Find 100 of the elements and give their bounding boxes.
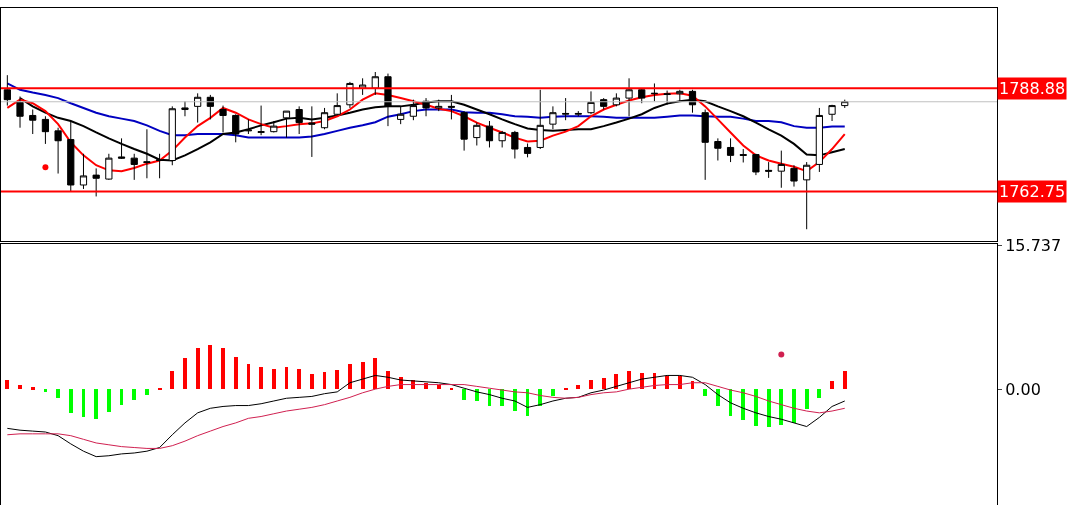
candlestick bbox=[92, 167, 100, 197]
bar bbox=[272, 369, 276, 390]
candlestick bbox=[219, 105, 227, 133]
bar bbox=[450, 388, 453, 391]
bar bbox=[183, 358, 187, 390]
bar bbox=[576, 385, 580, 390]
candlestick bbox=[206, 94, 214, 120]
bar bbox=[754, 389, 758, 427]
bar bbox=[551, 389, 555, 397]
bar bbox=[31, 387, 35, 391]
bar bbox=[56, 389, 60, 399]
bar bbox=[614, 374, 618, 390]
candlestick bbox=[765, 161, 773, 179]
bar bbox=[120, 389, 123, 406]
candlestick bbox=[105, 153, 113, 181]
candlestick bbox=[54, 127, 62, 175]
bar bbox=[323, 372, 326, 390]
candlestick bbox=[790, 164, 798, 188]
bar bbox=[5, 380, 9, 390]
candlestick bbox=[29, 109, 37, 135]
candlestick bbox=[739, 148, 747, 163]
bar bbox=[792, 389, 796, 424]
candlestick bbox=[752, 153, 760, 176]
bar bbox=[158, 388, 162, 391]
candlestick bbox=[498, 130, 506, 148]
bar bbox=[589, 380, 593, 390]
bar bbox=[18, 385, 22, 390]
candlestick bbox=[3, 74, 11, 107]
bar bbox=[82, 389, 85, 418]
candlestick bbox=[803, 161, 811, 230]
candlestick bbox=[130, 153, 138, 181]
bar bbox=[361, 362, 365, 390]
candlestick bbox=[587, 90, 595, 115]
candlestick bbox=[295, 105, 303, 135]
candlestick bbox=[41, 115, 50, 145]
bar bbox=[741, 389, 745, 421]
candlestick bbox=[181, 100, 189, 117]
candlestick bbox=[257, 105, 265, 136]
bar bbox=[208, 345, 212, 390]
bar bbox=[348, 364, 352, 390]
bar bbox=[234, 357, 238, 390]
bar bbox=[107, 389, 111, 413]
bar bbox=[805, 389, 809, 410]
bar bbox=[94, 389, 98, 420]
bar bbox=[488, 389, 491, 407]
bar bbox=[373, 358, 377, 390]
bar bbox=[310, 374, 314, 390]
bar bbox=[779, 389, 783, 426]
bar bbox=[830, 381, 834, 390]
bar bbox=[627, 371, 631, 390]
bar bbox=[602, 378, 606, 390]
candlestick bbox=[523, 143, 532, 158]
bar bbox=[564, 388, 568, 391]
candlestick bbox=[726, 137, 735, 163]
bar bbox=[665, 376, 669, 390]
candlestick bbox=[79, 153, 88, 190]
bar bbox=[285, 367, 288, 390]
candlestick bbox=[282, 110, 291, 139]
bar bbox=[462, 389, 466, 401]
line-series bbox=[6, 382, 846, 449]
y-tick-label: 0.00 bbox=[1005, 379, 1041, 399]
bar bbox=[145, 389, 149, 396]
candlestick bbox=[701, 109, 709, 181]
bar bbox=[843, 371, 847, 390]
candlestick bbox=[638, 87, 646, 104]
candlestick bbox=[574, 110, 582, 117]
bar bbox=[703, 389, 707, 397]
y-tick-label: 15.737 bbox=[1005, 236, 1062, 256]
candlestick bbox=[397, 105, 405, 125]
ref-line-label: 1762.75 bbox=[999, 182, 1066, 201]
candlestick bbox=[714, 137, 722, 161]
bar bbox=[678, 376, 682, 390]
candlestick bbox=[473, 122, 481, 146]
candlestick bbox=[270, 120, 278, 133]
candlestick bbox=[562, 97, 570, 121]
ref-line-label: 1788.88 bbox=[999, 79, 1066, 98]
candlestick bbox=[777, 150, 785, 189]
bar bbox=[716, 389, 720, 407]
bar bbox=[817, 389, 821, 399]
bar bbox=[44, 389, 47, 393]
candlestick bbox=[232, 113, 240, 143]
bar bbox=[297, 369, 301, 390]
candlestick bbox=[194, 92, 202, 124]
bar bbox=[247, 364, 250, 390]
line-series bbox=[6, 374, 846, 458]
bar bbox=[132, 389, 136, 401]
candlestick bbox=[485, 120, 494, 148]
bar bbox=[69, 389, 73, 414]
bar bbox=[335, 370, 339, 390]
candlestick bbox=[244, 118, 253, 135]
candlestick bbox=[460, 110, 468, 152]
bar bbox=[767, 389, 771, 428]
candlestick bbox=[511, 130, 519, 160]
bar bbox=[259, 367, 263, 390]
bar bbox=[170, 371, 174, 390]
bar bbox=[729, 389, 732, 417]
bar bbox=[196, 348, 200, 390]
candlestick bbox=[828, 104, 836, 122]
bar bbox=[437, 385, 441, 390]
candlestick bbox=[549, 105, 557, 130]
